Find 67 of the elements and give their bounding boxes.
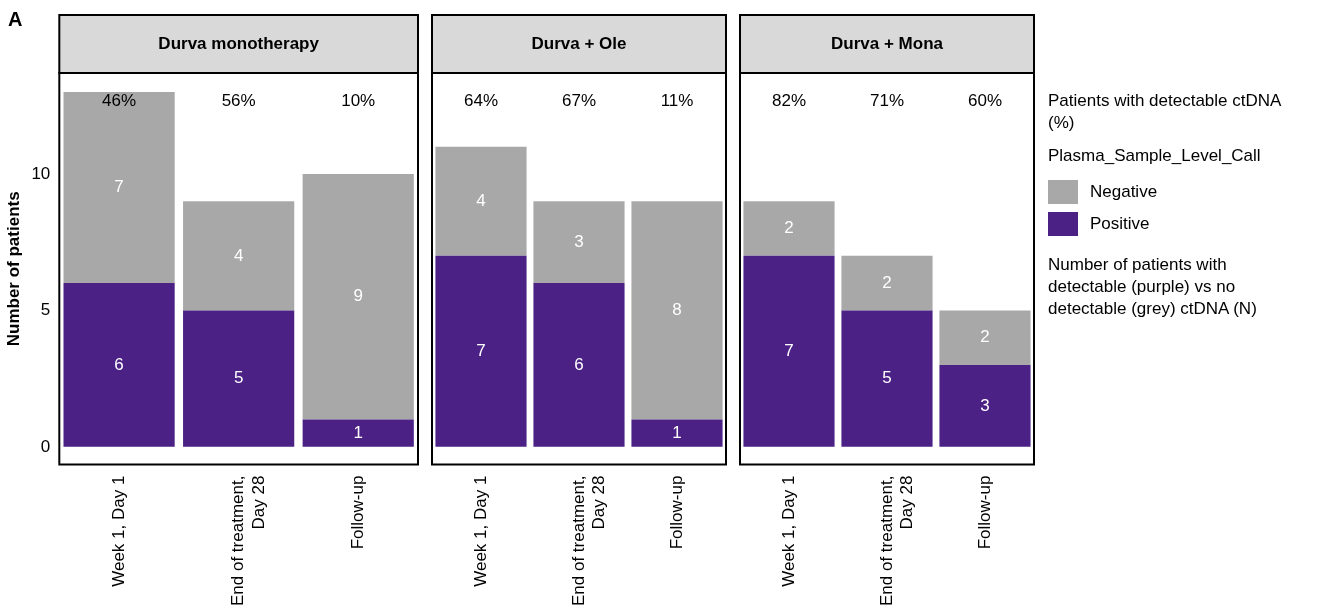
data-label: 8 [672, 300, 682, 320]
chart-title: Durva + Ole [531, 33, 627, 53]
bar [302, 173, 414, 420]
x-tick-label: Follow-up [347, 475, 367, 550]
bar [63, 283, 175, 447]
x-tick-label: Week 1, Day 1 [778, 475, 798, 587]
data-label: 5 [882, 368, 892, 388]
y-tick-label: 5 [40, 300, 51, 320]
bar [939, 310, 1031, 365]
chart-title: Durva monotherapy [158, 33, 320, 53]
bar [183, 310, 295, 447]
bar [435, 255, 527, 447]
data-label: 4 [233, 245, 244, 265]
text: A [8, 8, 23, 31]
data-label: 7 [784, 341, 794, 361]
x-tick-label: End of treatment, Day 28 [228, 475, 268, 606]
data-label: 3 [574, 231, 584, 251]
bar [435, 146, 527, 256]
bar [63, 92, 175, 284]
bar [841, 310, 933, 447]
x-tick-label: Follow-up [974, 475, 994, 550]
bar [533, 201, 625, 284]
annotation: 10% [341, 90, 376, 110]
bar [533, 283, 625, 447]
bar [631, 201, 723, 420]
legend-title: Plasma_Sample_Level_Call [1048, 146, 1262, 166]
data-label: 2 [882, 272, 892, 292]
data-label: 9 [353, 286, 363, 306]
annotation: 60% [967, 90, 1003, 110]
annotation: 11% [660, 90, 694, 110]
bar [841, 255, 933, 311]
data-label: 6 [574, 354, 584, 374]
bar [939, 364, 1031, 447]
chart-title: Durva + Mona [831, 33, 944, 53]
bar [631, 419, 723, 447]
bar [743, 255, 835, 447]
data-label: 4 [476, 190, 486, 210]
annotation: 82% [771, 90, 807, 110]
annotation: 67% [561, 90, 597, 110]
data-label: 3 [980, 395, 990, 415]
data-label: 6 [114, 354, 124, 374]
y-tick-label: 0 [40, 436, 51, 456]
data-label: 2 [784, 218, 794, 238]
annotation: 46% [102, 90, 137, 110]
y-axis-title: Number of patients [3, 191, 23, 347]
y-tick-label: 10 [31, 163, 51, 183]
annotation: 71% [869, 90, 905, 110]
data-label: 1 [672, 422, 682, 442]
data-label: 7 [476, 341, 486, 361]
x-tick-label: Week 1, Day 1 [470, 475, 490, 587]
data-label: 7 [114, 177, 124, 197]
data-label: 1 [353, 422, 363, 442]
bar [183, 201, 295, 311]
text: Patients with detectable ctDNA (%) [1048, 90, 1282, 134]
x-tick-label: Follow-up [666, 475, 686, 550]
x-tick-label: Week 1, Day 1 [108, 475, 128, 587]
bar [743, 201, 835, 256]
annotation: 64% [463, 90, 499, 110]
annotation: 56% [221, 90, 256, 110]
data-label: 5 [233, 368, 244, 388]
x-tick-label: End of treatment, Day 28 [876, 475, 917, 606]
legend-label: Negative [1090, 182, 1158, 202]
data-label: 2 [980, 327, 990, 347]
x-tick-label: End of treatment, Day 28 [568, 475, 609, 606]
text: Number of patients with detectable (purple) vs no detectable (grey) ctDNA (N) [1048, 254, 1258, 320]
legend-label: Positive [1090, 214, 1150, 234]
bar [302, 419, 414, 447]
